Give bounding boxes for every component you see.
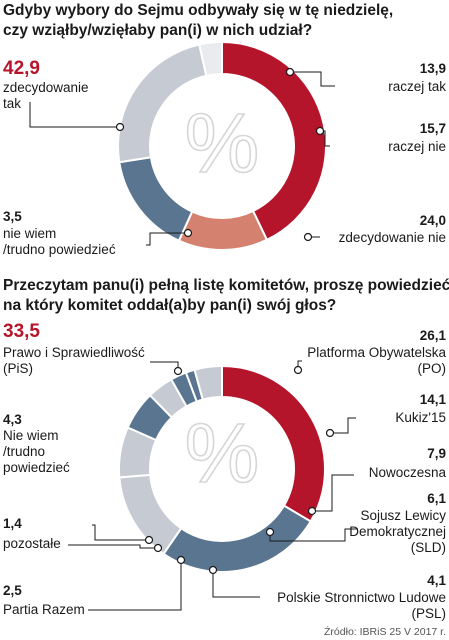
chart-2-label-pis-line-2: (PiS) <box>3 361 33 376</box>
chart-2-dot-razem <box>176 555 186 565</box>
chart-1-dot-nie-wiem <box>183 228 193 238</box>
chart-1-value-raczej-tak: 13,9 <box>420 61 446 76</box>
chart-2-leader-pis <box>150 361 179 371</box>
chart-2-leader-pozostale <box>68 544 158 549</box>
chart-2-leader-nowoczesna <box>312 474 354 512</box>
chart-2-slice-9 <box>193 364 223 401</box>
chart-2-dot-kukiz <box>325 428 335 438</box>
chart-2-slice-2 <box>162 504 313 573</box>
chart-2-label-pozostale: pozostałe <box>3 536 61 551</box>
chart-2-dot-pis <box>173 366 183 376</box>
chart-1-label-raczej-nie: raczej nie <box>388 139 446 154</box>
chart-1: Gdyby wybory do Sejmu odbywały się w tę … <box>3 2 446 257</box>
chart-2-value-pozostale: 1,4 <box>3 516 22 531</box>
chart-2-label-sld-line-2: Demokratycznej <box>349 524 446 539</box>
chart-2-leader-nie-wiem <box>92 524 149 541</box>
chart-2-leader-razem <box>88 560 182 611</box>
chart-2-dot-nowoczesna <box>307 506 317 516</box>
chart-2-label-nie-wiem-line-2: /trudno <box>3 444 45 459</box>
chart-1-slice-1 <box>221 40 327 242</box>
chart-2-label-psl-line-1: Polskie Stronnictwo Ludowe <box>277 590 446 605</box>
chart-1-title-line-1: Gdyby wybory do Sejmu odbywały się w tę … <box>3 2 393 19</box>
chart-1-dot-zdecydowanie-tak <box>115 122 125 132</box>
chart-2-leader-kukiz <box>330 417 356 434</box>
chart-2-leader-sld <box>269 528 358 542</box>
chart-1-value-raczej-nie: 15,7 <box>420 121 446 136</box>
chart-1-label-nie-wiem-line-1: nie wiem <box>3 226 56 241</box>
chart-2-title-line-2: na który komitet oddał(a)by pan(i) swój … <box>3 297 336 314</box>
chart-1-leader-zdecydowanie-tak <box>29 102 120 128</box>
chart-1-donut <box>117 40 327 251</box>
chart-2-label-po-line-1: Platforma Obywatelska <box>307 345 446 360</box>
source-note: Źródło: IBRiS 25 V 2017 r. <box>324 625 446 638</box>
chart-1-value-zdecydowanie-nie: 24,0 <box>420 213 446 228</box>
chart-2-label-kukiz: Kukiz'15 <box>395 410 446 425</box>
chart-1-leader-raczej-tak <box>290 71 335 87</box>
chart-1-slice-3 <box>118 156 194 242</box>
chart-2-label-pis-line-1: Prawo i Sprawiedliwość <box>3 345 145 360</box>
chart-1-label-zdecydowanie-tak-line-2: tak <box>3 96 21 111</box>
chart-1-title-line-2: czy wziąłby/wzięłaby pan(i) w nich udzia… <box>3 22 312 39</box>
chart-1-label-nie-wiem-line-2: /trudno powiedzieć <box>3 242 116 257</box>
chart-2-leader-psl <box>212 570 260 598</box>
chart-1-label-raczej-tak: raczej tak <box>388 79 446 94</box>
chart-1-value-nie-wiem: 3,5 <box>3 209 22 224</box>
chart-2-value-pis: 33,5 <box>3 321 40 342</box>
chart-2-value-sld: 6,1 <box>427 491 446 506</box>
chart-2-label-sld-line-1: Sojusz Lewicy <box>360 508 446 523</box>
chart-2-title-line-1: Przeczytam panu(i) pełną listę komitetów… <box>3 277 449 294</box>
chart-2-label-psl-line-2: (PSL) <box>411 606 446 621</box>
chart-2-value-kukiz: 14,1 <box>420 392 447 407</box>
chart-1-label-zdecydowanie-nie: zdecydowanie nie <box>339 230 446 245</box>
chart-1-percent-symbol: % <box>185 96 260 190</box>
chart-1-leader-nie-wiem <box>146 232 188 246</box>
chart-2-value-nowoczesna: 7,9 <box>427 446 446 461</box>
chart-1-label-zdecydowanie-tak-line-1: zdecydowanie <box>3 80 89 95</box>
chart-2: Przeczytam panu(i) pełną listę komitetów… <box>3 277 449 621</box>
chart-2-label-nie-wiem-line-1: Nie wiem <box>3 428 59 443</box>
chart-2-label-nie-wiem-line-3: powiedzieć <box>3 460 70 475</box>
chart-2-dot-nie-wiem <box>144 535 154 545</box>
chart-2-dot-pozostale <box>153 543 163 553</box>
chart-1-dot-raczej-tak <box>285 67 295 77</box>
chart-2-value-nie-wiem: 4,3 <box>3 412 22 427</box>
chart-2-label-nowoczesna: Nowoczesna <box>369 465 447 480</box>
chart-2-dot-po <box>293 365 303 375</box>
chart-2-label-razem: Partia Razem <box>3 602 85 617</box>
chart-1-dot-raczej-nie <box>315 126 325 136</box>
chart-2-value-razem: 2,5 <box>3 583 22 598</box>
chart-1-slice-2 <box>177 209 269 251</box>
chart-2-dot-psl <box>208 565 218 575</box>
chart-2-value-po: 26,1 <box>420 328 447 343</box>
chart-1-value-zdecydowanie-tak: 42,9 <box>3 58 40 79</box>
chart-2-label-sld-line-3: (SLD) <box>411 540 446 555</box>
chart-1-slice-5 <box>198 40 223 77</box>
chart-2-percent-symbol: % <box>185 406 260 500</box>
chart-2-dot-sld <box>265 527 275 537</box>
chart-2-donut <box>118 364 326 573</box>
chart-2-label-po-line-2: (PO) <box>418 361 447 376</box>
chart-1-dot-zdecydowanie-nie <box>303 232 313 242</box>
chart-2-value-psl: 4,1 <box>427 573 446 588</box>
